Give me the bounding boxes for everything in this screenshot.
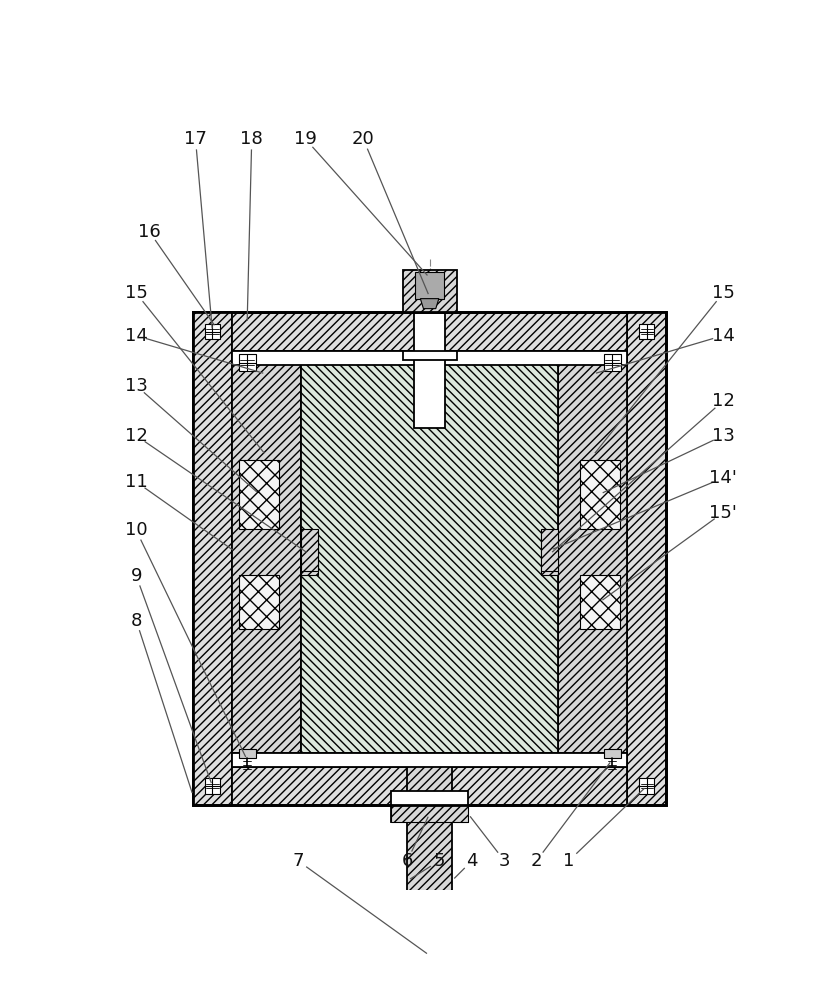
Bar — [403, 270, 456, 312]
Text: 10: 10 — [125, 521, 148, 539]
Polygon shape — [420, 299, 439, 309]
Bar — [391, 805, 468, 822]
Bar — [193, 312, 232, 805]
Text: 12: 12 — [711, 392, 734, 410]
Text: 15': 15' — [709, 504, 737, 522]
Bar — [407, 753, 452, 955]
Bar — [541, 529, 558, 571]
Text: 3: 3 — [498, 852, 510, 870]
Bar — [580, 575, 620, 629]
Bar — [603, 749, 621, 758]
Bar — [232, 351, 301, 753]
Text: 2: 2 — [531, 852, 542, 870]
Bar — [301, 351, 558, 753]
Text: 20: 20 — [352, 130, 375, 148]
Bar — [558, 351, 628, 753]
Bar — [541, 533, 558, 575]
Bar — [239, 460, 279, 529]
Bar — [639, 324, 654, 339]
Bar — [628, 312, 666, 805]
Bar — [193, 312, 666, 805]
Bar — [238, 354, 256, 371]
Bar — [205, 778, 220, 794]
Text: 19: 19 — [294, 130, 317, 148]
Text: 7: 7 — [292, 852, 304, 870]
Text: 6: 6 — [402, 852, 413, 870]
Bar — [603, 354, 621, 371]
Bar — [238, 749, 256, 758]
Bar — [232, 767, 628, 805]
Text: 18: 18 — [240, 130, 263, 148]
Text: 12: 12 — [125, 427, 148, 445]
Text: 5: 5 — [434, 852, 446, 870]
Bar — [639, 778, 654, 794]
Bar — [232, 351, 628, 365]
Text: 8: 8 — [131, 611, 142, 630]
Bar — [239, 575, 279, 629]
Text: 11: 11 — [125, 473, 148, 491]
Bar — [414, 312, 445, 428]
Bar — [232, 753, 628, 767]
Bar — [193, 312, 666, 805]
Text: 4: 4 — [466, 852, 477, 870]
Text: 13: 13 — [711, 427, 734, 445]
Bar — [403, 351, 456, 360]
Bar — [232, 312, 628, 351]
Bar — [391, 791, 468, 822]
Text: 14': 14' — [709, 469, 737, 487]
Text: 13: 13 — [125, 377, 148, 395]
Text: 9: 9 — [131, 567, 142, 585]
Text: 14: 14 — [125, 327, 148, 345]
Bar — [301, 533, 318, 575]
Bar — [415, 272, 444, 299]
Text: 15: 15 — [711, 284, 734, 302]
Bar — [301, 529, 318, 571]
Bar — [205, 324, 220, 339]
Text: 16: 16 — [138, 223, 161, 241]
Text: 14: 14 — [711, 327, 734, 345]
Text: 15: 15 — [125, 284, 148, 302]
Text: 17: 17 — [184, 130, 207, 148]
Text: 1: 1 — [563, 852, 575, 870]
Bar — [580, 460, 620, 529]
Bar — [410, 955, 449, 971]
